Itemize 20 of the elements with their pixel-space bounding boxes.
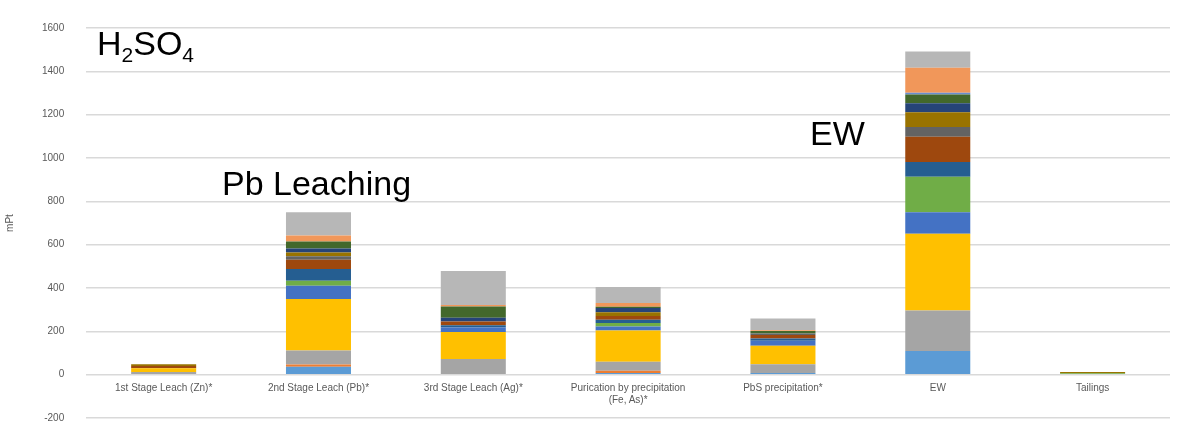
y-tick-label: 200 — [47, 325, 65, 337]
y-tick-label: 0 — [58, 368, 65, 380]
y-tick-label: 600 — [47, 238, 65, 250]
x-tick-label: Purication by precipitation (Fe, As)* — [570, 382, 686, 406]
y-tick-label: 1600 — [42, 21, 65, 33]
y-tick-label: 800 — [47, 195, 65, 207]
x-tick-label: 2nd Stage Leach (Pb)* — [267, 382, 370, 394]
y-tick-label: 1400 — [42, 65, 65, 77]
x-tick-label: Tailings — [1075, 382, 1110, 394]
x-tick-label: 3rd Stage Leach (Ag)* — [423, 382, 523, 394]
x-tick-label: EW — [929, 382, 947, 394]
x-tick-label: PbS precipitation* — [743, 382, 823, 394]
annotation: EW — [810, 114, 865, 152]
x-tick-label: 1st Stage Leach (Zn)* — [115, 382, 213, 394]
annotation: Pb Leaching — [222, 164, 412, 202]
y-axis-title: mPt — [3, 213, 15, 232]
y-tick-label: 1000 — [42, 151, 65, 163]
y-tick-label: -200 — [44, 411, 65, 423]
y-tick-label: 400 — [47, 281, 65, 293]
y-tick-label: 1200 — [42, 108, 65, 120]
